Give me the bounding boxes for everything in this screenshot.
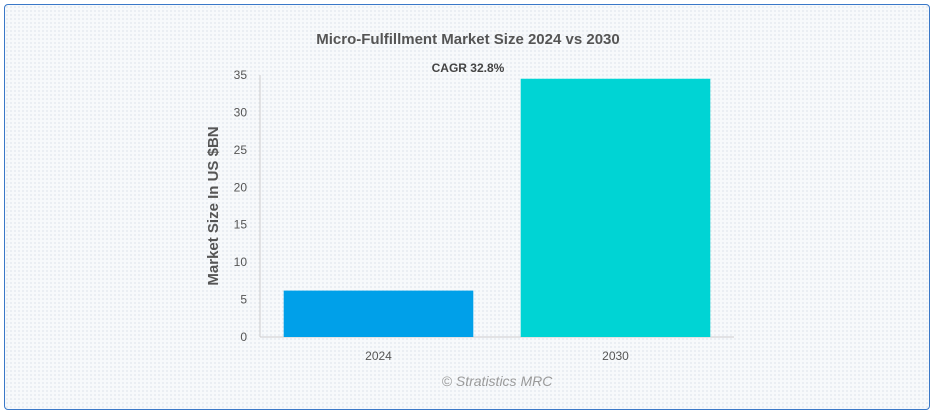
y-tick-label: 20 <box>234 180 248 194</box>
y-tick-label: 30 <box>234 105 248 119</box>
y-tick-label: 15 <box>234 218 248 232</box>
y-axis-label: Market Size In US $BN <box>205 126 222 285</box>
y-tick-label: 5 <box>240 293 247 307</box>
y-tick-label: 35 <box>234 68 248 82</box>
y-tick-label: 25 <box>234 143 248 157</box>
y-axis-ticks: 0 5 10 15 20 25 30 35 <box>234 68 248 344</box>
bars <box>283 78 711 337</box>
x-tick-label: 2024 <box>365 349 392 363</box>
credit-watermark: © Stratistics MRC <box>442 373 554 389</box>
x-tick-label: 2030 <box>602 349 629 363</box>
bar-2030[interactable] <box>520 78 711 337</box>
x-axis-ticks: 2024 2030 <box>365 349 629 363</box>
cagr-annotation: CAGR 32.8% <box>432 61 505 75</box>
bar-2024[interactable] <box>283 290 474 337</box>
chart-title: Micro-Fulfillment Market Size 2024 vs 20… <box>316 31 619 48</box>
y-tick-label: 0 <box>240 330 247 344</box>
y-tick-label: 10 <box>234 255 248 269</box>
chart-card <box>4 4 930 410</box>
